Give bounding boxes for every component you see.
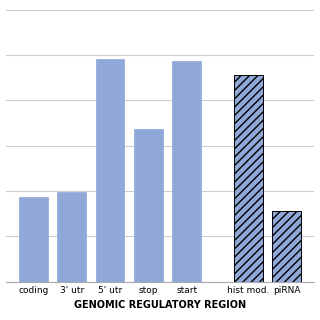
X-axis label: GENOMIC REGULATORY REGION: GENOMIC REGULATORY REGION <box>74 300 246 310</box>
Bar <box>57 192 86 282</box>
Bar <box>96 59 124 282</box>
Bar <box>234 75 263 282</box>
Bar <box>272 211 301 282</box>
Bar <box>134 129 163 282</box>
Bar <box>172 61 201 282</box>
Bar <box>19 197 48 282</box>
